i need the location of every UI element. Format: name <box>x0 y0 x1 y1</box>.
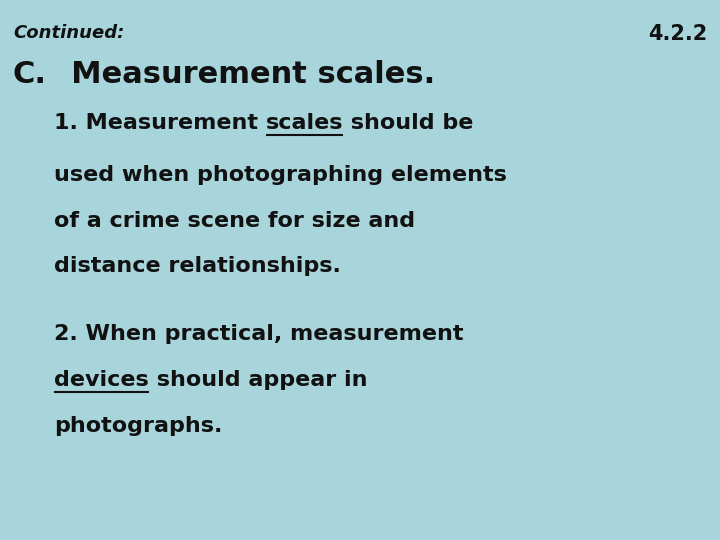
Text: 1. Measurement: 1. Measurement <box>54 113 266 133</box>
Text: Measurement scales.: Measurement scales. <box>50 60 436 90</box>
Text: scales: scales <box>266 113 343 133</box>
Text: C.: C. <box>13 60 47 90</box>
Text: 4.2.2: 4.2.2 <box>648 24 707 44</box>
Text: 2. When practical, measurement: 2. When practical, measurement <box>54 324 464 344</box>
Text: devices: devices <box>54 370 149 390</box>
Text: should be: should be <box>343 113 474 133</box>
Text: distance relationships.: distance relationships. <box>54 256 341 276</box>
Text: Continued:: Continued: <box>13 24 125 42</box>
Text: should appear in: should appear in <box>149 370 367 390</box>
Text: photographs.: photographs. <box>54 416 222 436</box>
Text: used when photographing elements: used when photographing elements <box>54 165 507 185</box>
Text: of a crime scene for size and: of a crime scene for size and <box>54 211 415 231</box>
